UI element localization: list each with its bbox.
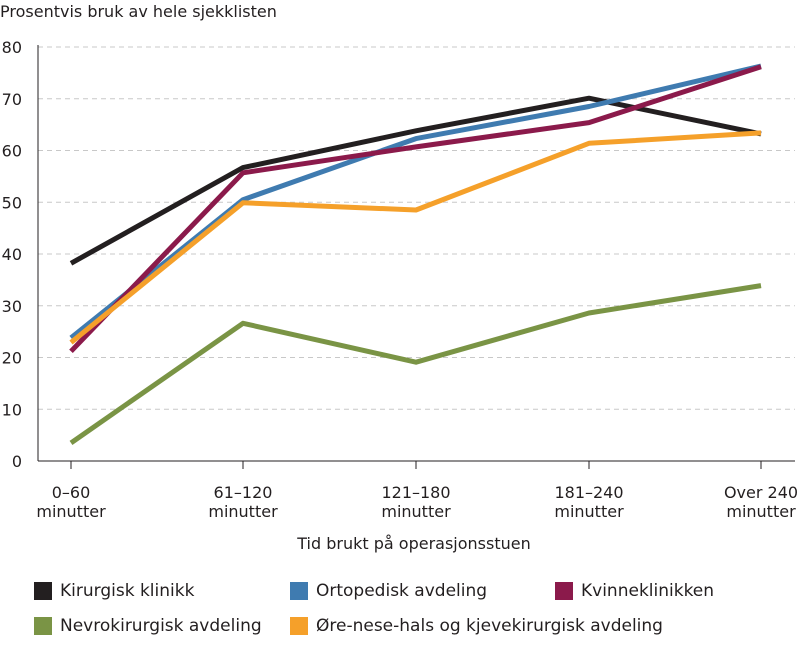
x-tick-label-line1: 61–120 — [214, 483, 273, 502]
series-line-4 — [69, 130, 762, 345]
y-tick-label: 0 — [12, 452, 22, 471]
y-tick-label: 30 — [2, 297, 22, 316]
x-tick-label: 121–180 minutter — [381, 483, 451, 521]
gridlines — [38, 46, 795, 410]
y-tick-label: 40 — [2, 245, 22, 264]
y-axis-label: Prosentvis bruk av hele sjekklisten — [0, 2, 277, 21]
series-line-0 — [69, 95, 762, 266]
x-tick-label-line2: minutter — [381, 502, 451, 521]
x-tick-label-line2: minutter — [36, 502, 106, 521]
x-tick-label: 181–240 minutter — [554, 483, 624, 521]
series-lines — [69, 63, 762, 445]
x-tick-label-line1: 0–60 — [52, 483, 91, 502]
x-tick-label: Over 240 minutter — [724, 483, 798, 521]
series-line-2 — [69, 64, 762, 354]
y-tick-label: 80 — [2, 38, 22, 57]
y-tick-label: 50 — [2, 193, 22, 212]
x-tick-label-line1: 121–180 — [381, 483, 450, 502]
x-tick-label: 0–60 minutter — [36, 483, 106, 521]
y-tick-label: 70 — [2, 90, 22, 109]
y-tick-label: 60 — [2, 142, 22, 161]
x-tick-label-line1: Over 240 — [724, 483, 798, 502]
x-tick-label-line2: minutter — [726, 502, 796, 521]
series-line-1 — [69, 63, 762, 340]
y-axis-ticks: 0 10 20 30 40 50 60 70 80 — [2, 38, 22, 471]
x-axis-label: Tid brukt på operasjonsstuen — [296, 534, 530, 553]
x-tick-label-line1: 181–240 — [554, 483, 623, 502]
x-tick-label-line2: minutter — [554, 502, 624, 521]
series-line-3 — [69, 283, 762, 445]
y-tick-label: 10 — [2, 400, 22, 419]
y-tick-label: 20 — [2, 349, 22, 368]
x-tick-label-line2: minutter — [208, 502, 278, 521]
x-tick-label: 61–120 minutter — [208, 483, 278, 521]
